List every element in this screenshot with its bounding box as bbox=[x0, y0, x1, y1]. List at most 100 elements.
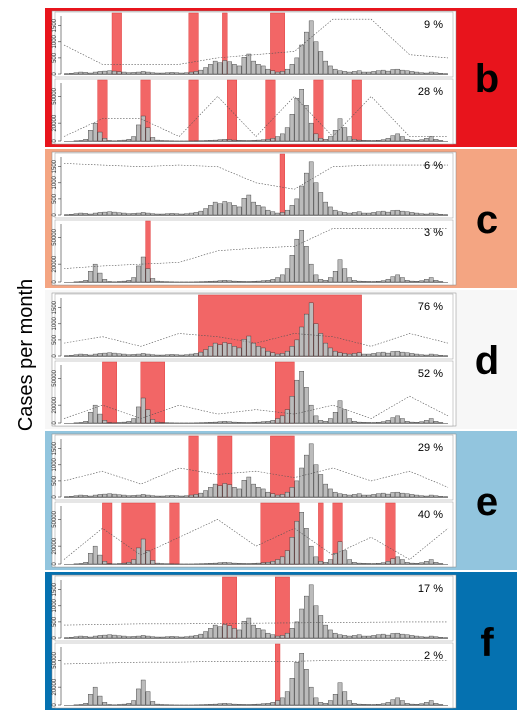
case-bar bbox=[275, 212, 280, 216]
case-bar bbox=[136, 494, 141, 498]
y-tick-label: 500 bbox=[52, 193, 58, 204]
case-bar bbox=[227, 202, 232, 216]
case-bar bbox=[371, 71, 376, 75]
case-bar bbox=[198, 492, 204, 498]
y-tick-label: 1000 bbox=[52, 34, 58, 48]
case-bar bbox=[409, 71, 415, 75]
threshold-line bbox=[63, 660, 448, 665]
case-bar bbox=[414, 212, 420, 216]
case-bar bbox=[304, 246, 309, 283]
case-bar bbox=[395, 274, 400, 283]
case-bar bbox=[304, 528, 309, 565]
case-bar bbox=[145, 409, 151, 424]
case-bar bbox=[164, 354, 170, 357]
case-bar bbox=[169, 495, 175, 498]
case-bar bbox=[126, 636, 132, 639]
case-bar bbox=[241, 621, 247, 639]
case-bar bbox=[332, 553, 338, 565]
case-bar bbox=[390, 558, 396, 565]
case-bar bbox=[174, 213, 180, 216]
case-bar bbox=[313, 415, 319, 424]
case-bar bbox=[88, 130, 93, 142]
case-bar bbox=[284, 632, 290, 639]
case-bar bbox=[280, 494, 285, 498]
case-bar bbox=[227, 625, 232, 639]
case-bar bbox=[419, 421, 424, 424]
case-bar bbox=[409, 562, 415, 565]
case-bar bbox=[275, 136, 280, 142]
case-bar bbox=[376, 352, 381, 357]
case-bar bbox=[347, 353, 352, 357]
case-bar bbox=[232, 205, 237, 216]
case-bar bbox=[131, 495, 136, 498]
case-bar bbox=[390, 417, 396, 424]
case-bar bbox=[294, 97, 300, 142]
case-bar bbox=[284, 268, 290, 283]
case-bar bbox=[97, 494, 103, 498]
case-bar bbox=[385, 561, 391, 565]
case-bar bbox=[208, 487, 213, 498]
case-bar bbox=[289, 114, 295, 142]
case-bar bbox=[150, 701, 156, 706]
case-bar bbox=[275, 635, 280, 639]
case-bar bbox=[299, 512, 304, 565]
case-bar bbox=[347, 212, 352, 216]
case-bar bbox=[256, 346, 261, 357]
case-bar bbox=[438, 355, 444, 357]
case-bar bbox=[212, 201, 218, 216]
case-bar bbox=[140, 212, 146, 216]
case-bar bbox=[174, 636, 180, 639]
case-bar bbox=[155, 72, 160, 75]
case-bar bbox=[428, 559, 434, 565]
case-bar bbox=[155, 495, 160, 498]
case-bar bbox=[318, 702, 324, 706]
case-bar bbox=[284, 350, 290, 357]
case-bar bbox=[102, 138, 108, 142]
case-bar bbox=[371, 212, 376, 216]
case-bar bbox=[304, 387, 309, 424]
case-bar bbox=[260, 562, 266, 565]
case-bar bbox=[198, 351, 204, 357]
case-bar bbox=[212, 624, 218, 639]
case-bar bbox=[188, 635, 194, 639]
case-bar bbox=[308, 302, 314, 357]
case-bar bbox=[131, 636, 136, 639]
y-tick-label: 50000 bbox=[52, 510, 58, 527]
case-bar bbox=[169, 354, 175, 357]
case-bar bbox=[308, 443, 314, 498]
case-bar bbox=[203, 631, 208, 639]
case-bar bbox=[342, 494, 348, 498]
case-bar bbox=[342, 127, 348, 142]
case-bar bbox=[126, 139, 132, 142]
case-bar bbox=[88, 636, 93, 639]
case-bar bbox=[280, 353, 285, 357]
y-tick-label: 0 bbox=[52, 72, 58, 76]
case-bar bbox=[126, 562, 132, 565]
case-bar bbox=[404, 634, 410, 639]
case-bar bbox=[92, 71, 98, 75]
case-bar bbox=[212, 562, 218, 565]
case-bar bbox=[438, 73, 444, 75]
case-bar bbox=[68, 214, 74, 216]
case-bar bbox=[83, 495, 88, 498]
alarm-flag bbox=[275, 361, 295, 424]
case-bar bbox=[419, 354, 424, 357]
case-bar bbox=[294, 621, 300, 639]
y-tick-label: 0 bbox=[52, 495, 58, 499]
case-bar bbox=[236, 704, 242, 706]
case-bar bbox=[318, 615, 324, 639]
case-bar bbox=[395, 556, 400, 565]
case-bar bbox=[433, 280, 439, 283]
case-bar bbox=[376, 634, 381, 639]
case-bar bbox=[361, 422, 367, 424]
case-bar bbox=[184, 354, 189, 357]
case-bar bbox=[390, 699, 396, 706]
case-bar bbox=[260, 65, 266, 75]
case-bar bbox=[323, 562, 328, 565]
case-bar bbox=[270, 138, 276, 142]
case-bar bbox=[332, 350, 338, 357]
subplot-frame bbox=[54, 642, 454, 709]
case-bar bbox=[121, 71, 127, 75]
alarm-percent: 17 % bbox=[418, 583, 443, 595]
case-bar bbox=[409, 421, 415, 424]
